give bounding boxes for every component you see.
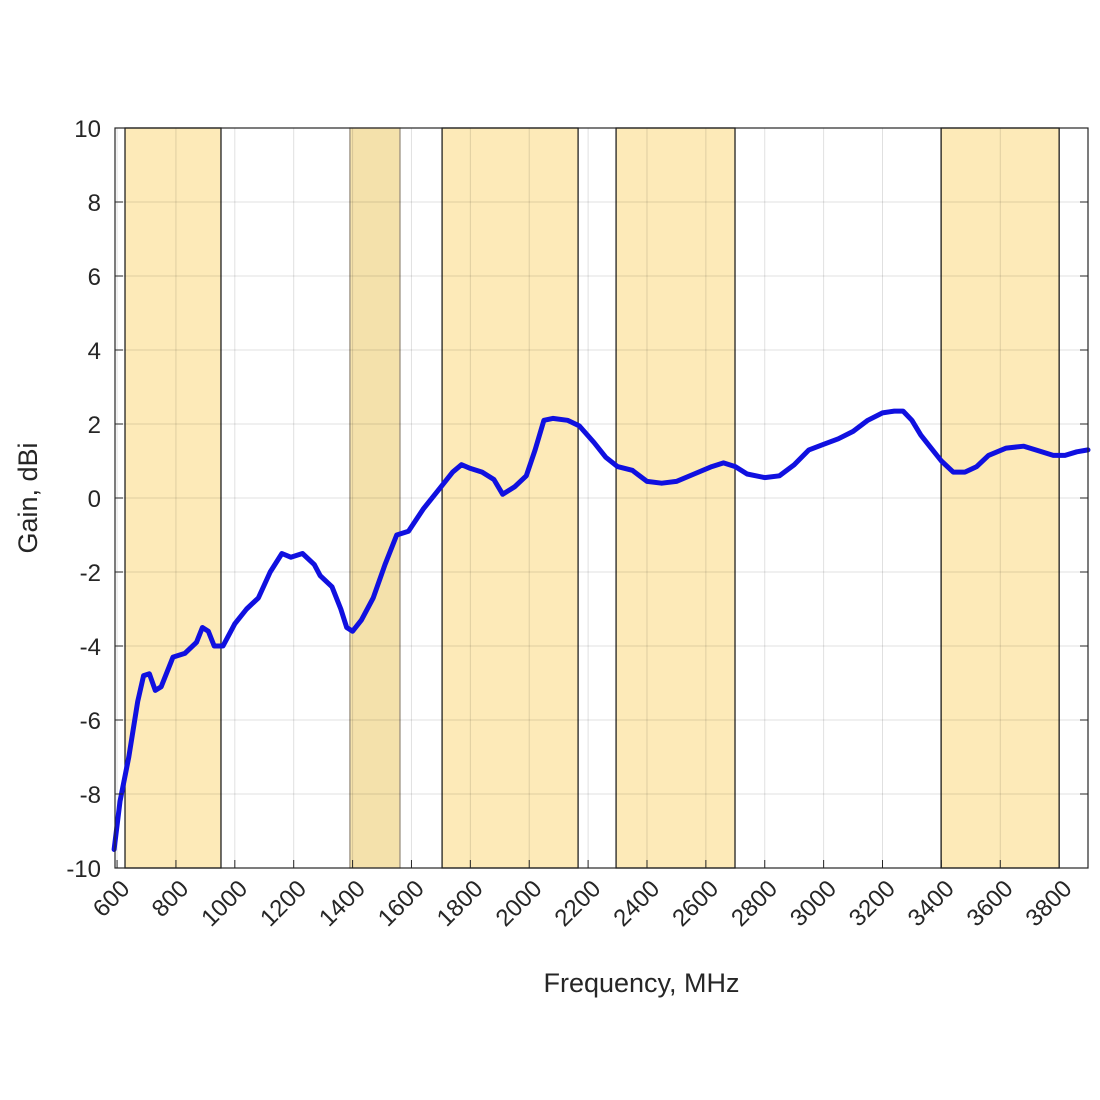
x-tick-label: 3200 — [844, 875, 901, 932]
y-tick-label: -2 — [80, 560, 101, 587]
x-tick-label: 2800 — [726, 875, 783, 932]
x-tick-label: 3600 — [962, 875, 1019, 932]
x-axis-label: Frequency, MHz — [543, 968, 739, 998]
x-tick-label: 1800 — [432, 875, 489, 932]
x-tick-label: 2600 — [667, 875, 724, 932]
x-tick-label: 3800 — [1021, 875, 1078, 932]
x-tick-label: 1400 — [314, 875, 371, 932]
y-tick-label: 0 — [88, 486, 101, 513]
frequency-band — [124, 127, 222, 869]
x-tick-label: 1600 — [373, 875, 430, 932]
y-tick-label: 8 — [88, 190, 101, 217]
x-tick-label: 1200 — [255, 875, 312, 932]
x-tick-label: 800 — [147, 875, 194, 922]
x-tick-label: 3400 — [903, 875, 960, 932]
gain-series-line — [111, 408, 1091, 852]
y-tick-label: -10 — [66, 856, 101, 883]
y-tick-label: 6 — [88, 264, 101, 291]
y-tick-label: 2 — [88, 412, 101, 439]
frequency-band — [940, 127, 1060, 869]
x-tick-label: 1000 — [196, 875, 253, 932]
y-tick-label: -4 — [80, 634, 101, 661]
y-tick-label: -8 — [80, 782, 101, 809]
y-tick-label: 4 — [88, 338, 101, 365]
x-tick-label: 3000 — [785, 875, 842, 932]
x-tick-label: 2400 — [608, 875, 665, 932]
y-tick-label: 10 — [74, 116, 101, 143]
y-tick-label: -6 — [80, 708, 101, 735]
x-tick-label: 2200 — [550, 875, 607, 932]
frequency-band — [349, 127, 401, 869]
x-tick-label: 2000 — [491, 875, 548, 932]
frequency-band — [615, 127, 736, 869]
y-axis-label: Gain, dBi — [13, 442, 43, 553]
